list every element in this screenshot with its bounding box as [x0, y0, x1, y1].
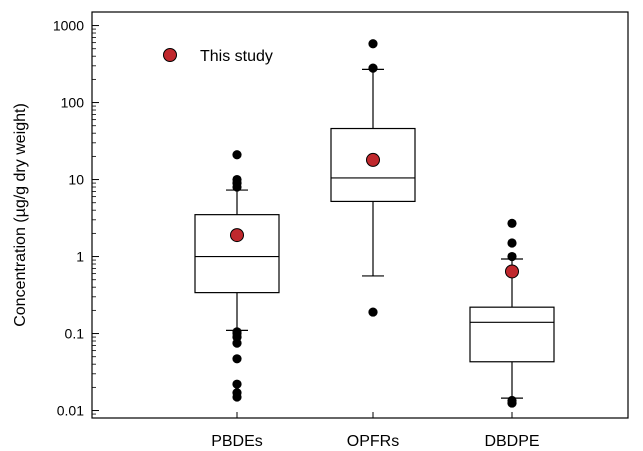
y-tick-label: 0.1 — [65, 326, 85, 342]
outlier-point — [368, 307, 378, 317]
box-iqr — [469, 306, 555, 363]
plot-area — [91, 11, 629, 419]
outlier-point — [368, 63, 378, 73]
y-axis-title: Concentration (µg/g dry weight) — [12, 103, 29, 327]
outlier-point — [507, 238, 517, 248]
this-study-point — [366, 152, 380, 167]
y-tick-label: 0.01 — [57, 403, 84, 419]
outlier-point — [507, 251, 517, 262]
box-series — [194, 39, 555, 408]
outlier-point — [232, 327, 242, 337]
outlier-point — [507, 395, 517, 406]
this-study-series — [230, 152, 519, 279]
outlier-point — [232, 354, 242, 364]
box-iqr — [194, 214, 280, 294]
this-study-point — [505, 264, 519, 279]
x-axis: PBDEs OPFRs DBDPE — [211, 412, 540, 450]
outlier-point — [232, 174, 242, 185]
legend: This study — [163, 48, 273, 65]
this-study-point — [230, 228, 244, 243]
x-tick-label: OPFRs — [347, 433, 399, 450]
outlier-point — [507, 218, 517, 228]
outlier-point — [232, 150, 242, 160]
plot-frame — [91, 11, 629, 419]
legend-marker — [163, 48, 177, 62]
y-tick-label: 10 — [68, 172, 84, 188]
outlier-point — [232, 388, 242, 398]
box-pbdes — [194, 150, 280, 402]
outlier-point — [232, 379, 242, 389]
y-tick-label: 100 — [61, 95, 85, 111]
box-opfrs — [330, 39, 416, 317]
x-tick-label: PBDEs — [211, 433, 263, 450]
legend-label: This study — [200, 48, 273, 65]
x-tick-label: DBDPE — [484, 433, 539, 450]
box-dbdpe — [469, 218, 555, 408]
y-tick-label: 1000 — [53, 18, 84, 34]
y-tick-label: 1 — [76, 249, 84, 265]
outlier-point — [368, 39, 378, 49]
y-axis: 0.01 0.1 1 10 100 1000 — [53, 18, 99, 419]
